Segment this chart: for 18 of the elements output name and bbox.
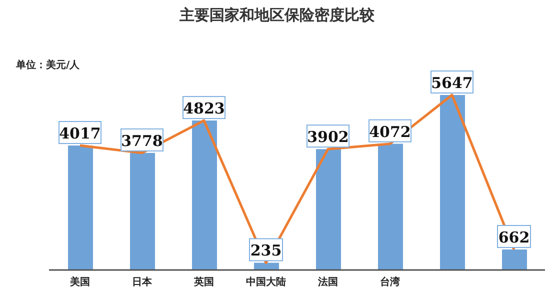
x-tick-label: 美国 xyxy=(69,276,90,288)
x-tick-label: 中国大陆 xyxy=(246,276,286,288)
data-label: 4823 xyxy=(183,100,225,118)
x-tick-label: 英国 xyxy=(193,276,214,288)
data-label: 4017 xyxy=(59,124,101,143)
x-tick-label: 日本 xyxy=(132,276,153,288)
data-label: 3778 xyxy=(121,132,163,150)
x-tick-label: 法国 xyxy=(317,276,338,288)
chart-title: 主要国家和地区保险密度比较 xyxy=(178,6,376,25)
data-label: 662 xyxy=(498,228,530,246)
x-tick-label: 台湾 xyxy=(380,276,401,288)
data-label: 4072 xyxy=(369,122,411,141)
data-label: 3902 xyxy=(307,128,349,146)
data-label: 235 xyxy=(250,242,282,260)
data-label: 5647 xyxy=(431,74,473,92)
bar xyxy=(440,95,465,270)
bar xyxy=(68,146,93,270)
text: 单位：美元/人 xyxy=(16,58,80,72)
